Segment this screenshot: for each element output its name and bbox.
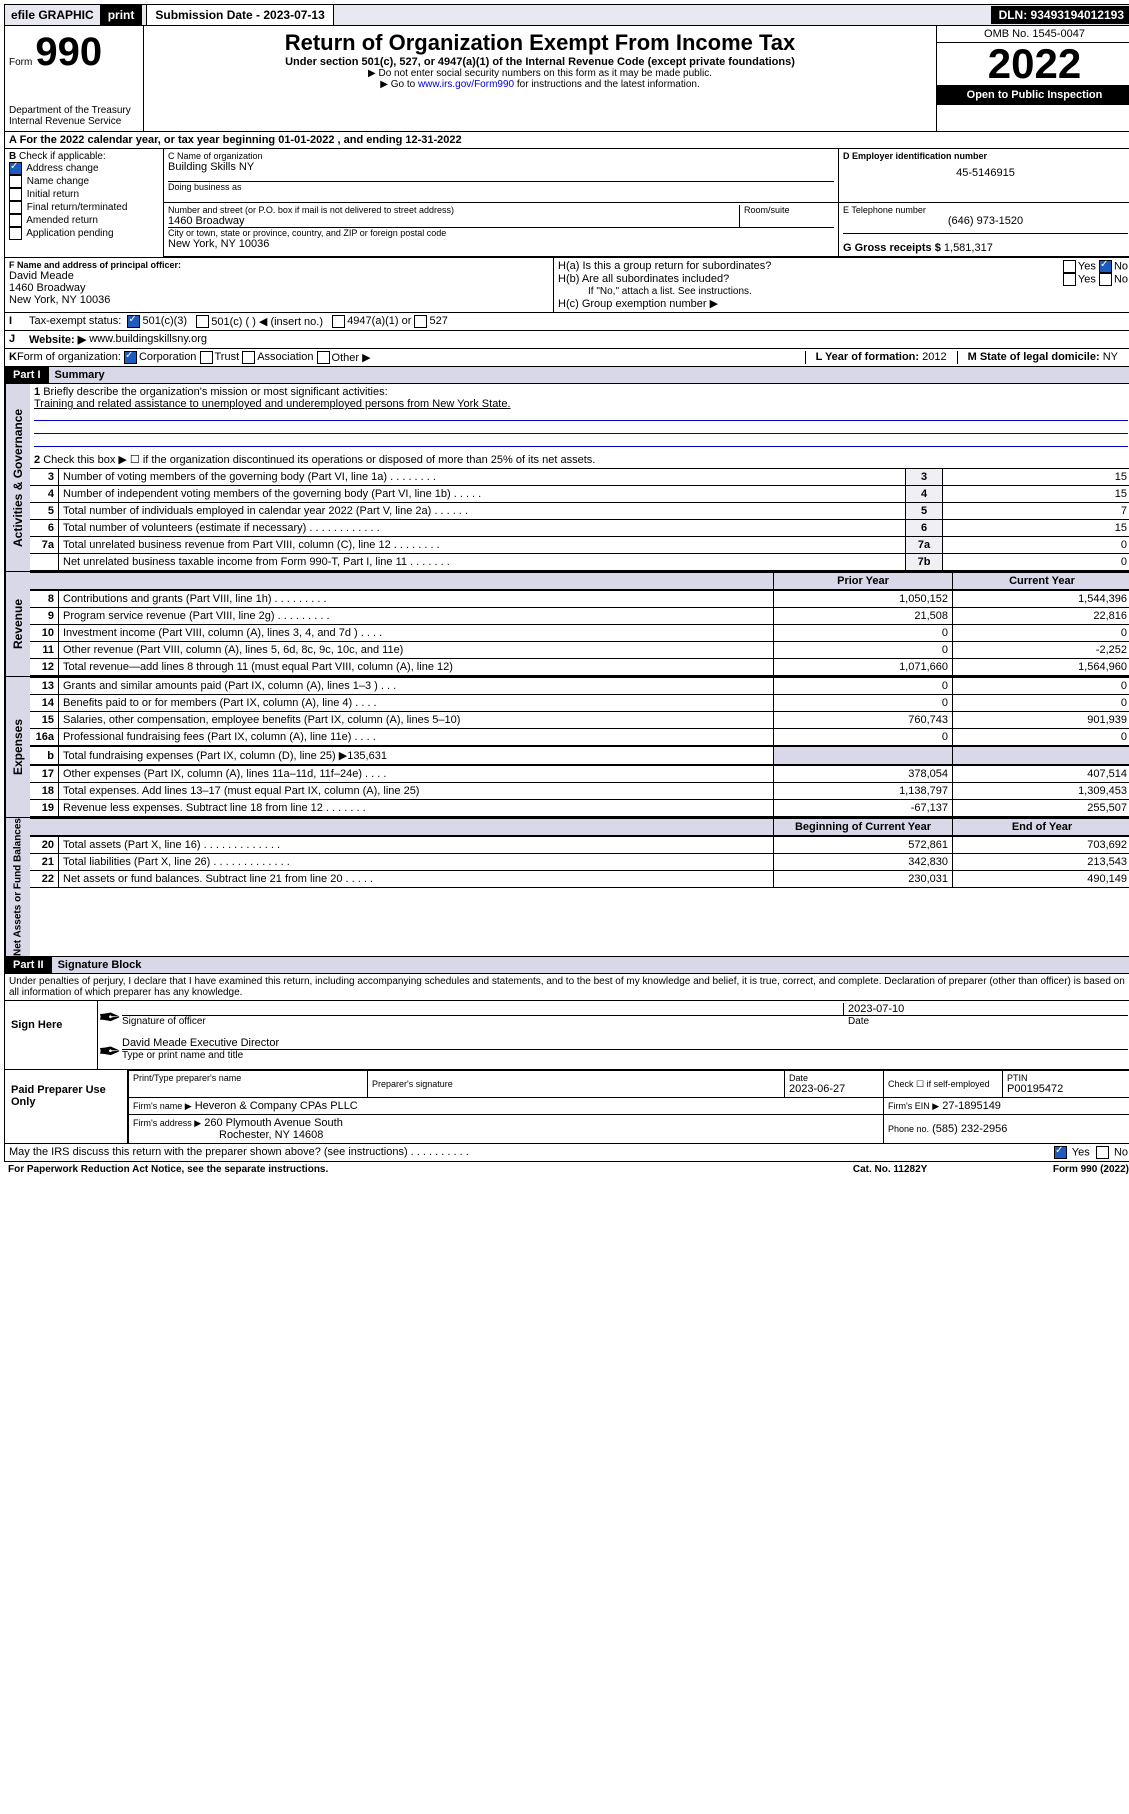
f-h-block: F Name and address of principal officer:… xyxy=(4,258,1129,313)
header-sub3: ▶ Go to www.irs.gov/Form990 for instruct… xyxy=(148,79,932,90)
org-name: Building Skills NY xyxy=(168,161,834,173)
governance-table: 3Number of voting members of the governi… xyxy=(30,468,1129,571)
line-j: J Website: ▶ www.buildingskillsny.org xyxy=(4,331,1129,349)
irs-link[interactable]: www.irs.gov/Form990 xyxy=(418,79,514,90)
header-sub2: ▶ Do not enter social security numbers o… xyxy=(148,68,932,79)
tax-year: 2022 xyxy=(937,43,1129,85)
governance-section: Activities & Governance 1 Briefly descri… xyxy=(4,384,1129,572)
check-final[interactable] xyxy=(9,201,22,214)
paid-preparer-block: Paid Preparer Use Only Print/Type prepar… xyxy=(4,1070,1129,1144)
open-to-public: Open to Public Inspection xyxy=(937,85,1129,105)
discuss-no[interactable] xyxy=(1096,1146,1109,1159)
ptin: P00195472 xyxy=(1007,1083,1127,1095)
line-klm: K Form of organization: Corporation Trus… xyxy=(4,349,1129,367)
chk-527[interactable] xyxy=(414,315,427,328)
check-amended[interactable] xyxy=(9,214,22,227)
sig-date-val: 2023-07-10 xyxy=(843,1003,1128,1015)
line-i: I Tax-exempt status: 501(c)(3) 501(c) ( … xyxy=(4,313,1129,331)
may-irs-discuss: May the IRS discuss this return with the… xyxy=(4,1144,1129,1162)
line-a: A For the 2022 calendar year, or tax yea… xyxy=(4,132,1129,149)
form-prefix: Form xyxy=(9,57,32,68)
col-b-checks: B Check if applicable: Address change Na… xyxy=(5,149,164,257)
part-i-header: Part I Summary xyxy=(4,367,1129,384)
pen-icon: ✒ xyxy=(98,1001,118,1035)
dln-label: DLN: 93493194012193 xyxy=(991,6,1129,24)
mission-text: Training and related assistance to unemp… xyxy=(34,398,511,410)
city-state-zip: New York, NY 10036 xyxy=(168,238,834,250)
officer-name-title: David Meade Executive Director xyxy=(122,1037,1128,1050)
preparer-date: 2023-06-27 xyxy=(789,1083,879,1095)
officer-name: David Meade xyxy=(9,270,549,282)
expenses-table: 13Grants and similar amounts paid (Part … xyxy=(30,677,1129,746)
irs-label: Internal Revenue Service xyxy=(9,116,139,127)
identity-block: B Check if applicable: Address change Na… xyxy=(4,149,1129,258)
firm-addr1: 260 Plymouth Avenue South xyxy=(204,1117,343,1129)
telephone: (646) 973-1520 xyxy=(843,215,1128,227)
dept-treasury: Department of the Treasury xyxy=(9,105,139,116)
check-name-change[interactable] xyxy=(9,175,22,188)
discuss-yes[interactable] xyxy=(1054,1146,1067,1159)
submission-date: Submission Date - 2023-07-13 xyxy=(146,4,333,26)
hb-no[interactable] xyxy=(1099,273,1112,286)
efile-label: efile GRAPHIC xyxy=(5,6,100,24)
street-address: 1460 Broadway xyxy=(168,215,739,227)
gross-receipts: 1,581,317 xyxy=(944,242,993,254)
ha-no[interactable] xyxy=(1099,260,1112,273)
check-initial[interactable] xyxy=(9,188,22,201)
chk-501c[interactable] xyxy=(196,315,209,328)
footer: For Paperwork Reduction Act Notice, see … xyxy=(4,1162,1129,1177)
return-title: Return of Organization Exempt From Incom… xyxy=(148,30,932,56)
state-domicile: NY xyxy=(1103,351,1118,363)
website-url: www.buildingskillsny.org xyxy=(89,333,207,346)
top-bar: efile GRAPHIC print Submission Date - 20… xyxy=(4,4,1129,26)
check-address-change[interactable] xyxy=(9,162,22,175)
chk-trust[interactable] xyxy=(200,351,213,364)
expenses-table-2: 17Other expenses (Part IX, column (A), l… xyxy=(30,765,1129,817)
chk-501c3[interactable] xyxy=(127,315,140,328)
net-assets-table: 20Total assets (Part X, line 16) . . . .… xyxy=(30,836,1129,888)
print-button[interactable]: print xyxy=(100,5,143,25)
ha-yes[interactable] xyxy=(1063,260,1076,273)
firm-name: Heveron & Company CPAs PLLC xyxy=(195,1100,358,1112)
expenses-section: Expenses 13Grants and similar amounts pa… xyxy=(4,677,1129,818)
year-formation: 2012 xyxy=(922,351,946,363)
ein: 45-5146915 xyxy=(843,167,1128,179)
pen-icon-2: ✒ xyxy=(98,1035,118,1069)
part-ii-header: Part II Signature Block xyxy=(4,957,1129,974)
chk-corp[interactable] xyxy=(124,351,137,364)
firm-phone: (585) 232-2956 xyxy=(932,1123,1007,1135)
chk-4947[interactable] xyxy=(332,315,345,328)
chk-assoc[interactable] xyxy=(242,351,255,364)
form-number: 990 xyxy=(35,30,102,74)
sign-here-block: Sign Here ✒ 2023-07-10 Signature of offi… xyxy=(4,1001,1129,1070)
revenue-section: Revenue Prior Year Current Year 8Contrib… xyxy=(4,572,1129,677)
perjury-declaration: Under penalties of perjury, I declare th… xyxy=(4,974,1129,1001)
check-app-pending[interactable] xyxy=(9,227,22,240)
net-assets-section: Net Assets or Fund Balances Beginning of… xyxy=(4,818,1129,957)
firm-ein: 27-1895149 xyxy=(942,1100,1001,1112)
firm-addr2: Rochester, NY 14608 xyxy=(133,1129,323,1141)
header-sub1: Under section 501(c), 527, or 4947(a)(1)… xyxy=(148,56,932,68)
chk-other[interactable] xyxy=(317,351,330,364)
form-header: Form 990 Department of the Treasury Inte… xyxy=(4,26,1129,132)
hb-yes[interactable] xyxy=(1063,273,1076,286)
revenue-table: 8Contributions and grants (Part VIII, li… xyxy=(30,590,1129,676)
